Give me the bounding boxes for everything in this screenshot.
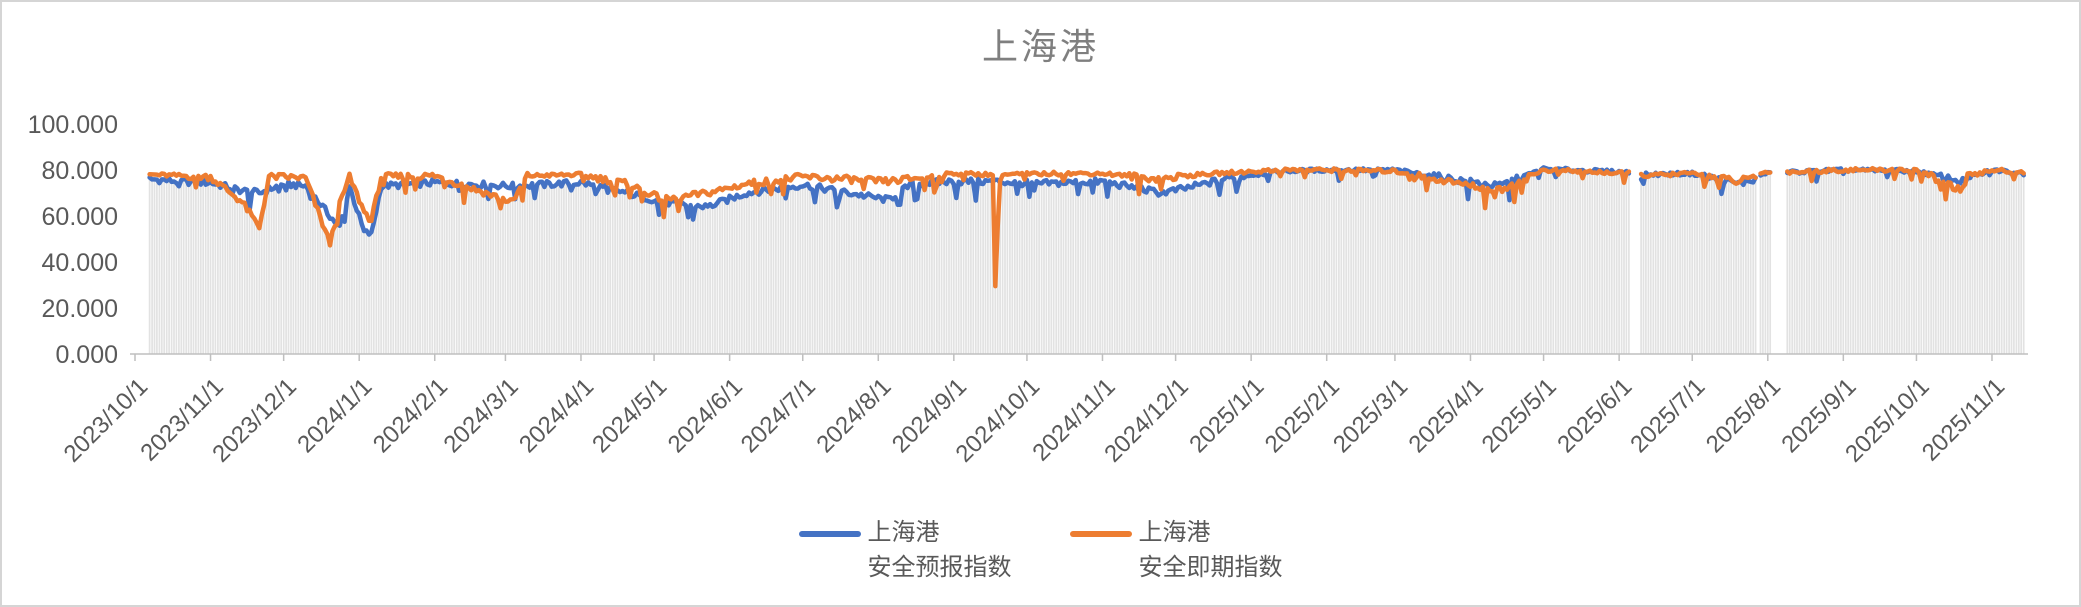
x-axis-tick-label: 2024/5/1	[587, 373, 672, 458]
x-axis-tick-label: 2024/6/1	[663, 373, 748, 458]
x-axis-tick-label: 2025/11/1	[1917, 373, 2010, 466]
x-axis-tick-label: 2024/3/1	[439, 373, 524, 458]
chart-legend: 上海港 安全预报指数 上海港 安全即期指数	[2, 515, 2079, 585]
x-axis-tick-label: 2025/8/1	[1701, 373, 1786, 458]
x-axis-tick-label: 2024/8/1	[811, 373, 896, 458]
x-axis-tick-label: 2025/5/1	[1477, 373, 1562, 458]
y-axis-tick-label: 0.000	[55, 341, 118, 369]
legend-label-line1: 上海港	[1138, 519, 1211, 546]
x-axis-tick-label: 2025/4/1	[1404, 373, 1489, 458]
x-axis-tick-label: 2024/4/1	[514, 373, 599, 458]
legend-line-swatch-orange	[1069, 531, 1132, 537]
legend-label-line2: 安全预报指数	[867, 554, 1012, 581]
x-axis-tick-label: 2024/1/1	[292, 373, 377, 458]
legend-entry-forecast-index: 上海港 安全预报指数	[798, 515, 1012, 585]
chart-title: 上海港	[981, 26, 1099, 67]
y-axis-tick-label: 60.000	[42, 203, 118, 231]
y-axis-tick-label: 80.000	[42, 157, 118, 185]
y-axis-tick-label: 20.000	[42, 295, 118, 323]
x-axis-tick-label: 2025/6/1	[1552, 373, 1637, 458]
x-axis-tick-label: 2025/2/1	[1260, 373, 1345, 458]
legend-label-spot-index: 上海港 安全即期指数	[1139, 515, 1283, 585]
x-axis-tick-label: 2025/1/1	[1184, 373, 1269, 458]
x-axis-tick-label: 2023/10/1	[59, 373, 154, 468]
y-axis-tick-label: 40.000	[42, 249, 118, 277]
legend-entry-spot-index: 上海港 安全即期指数	[1069, 515, 1283, 585]
legend-label-line1: 上海港	[867, 519, 940, 546]
x-axis-tick-label: 2024/2/1	[368, 373, 453, 458]
x-axis-tick-label: 2025/7/1	[1625, 373, 1710, 458]
legend-label-forecast-index: 上海港 安全预报指数	[868, 515, 1012, 585]
x-axis-tick-label: 2024/7/1	[736, 373, 821, 458]
y-axis-tick-label: 100.000	[28, 111, 118, 139]
legend-label-line2: 安全即期指数	[1138, 554, 1283, 581]
series-line-spot	[147, 165, 2026, 289]
legend-line-swatch-blue	[798, 531, 861, 537]
x-axis-tick-label: 2025/3/1	[1328, 373, 1413, 458]
